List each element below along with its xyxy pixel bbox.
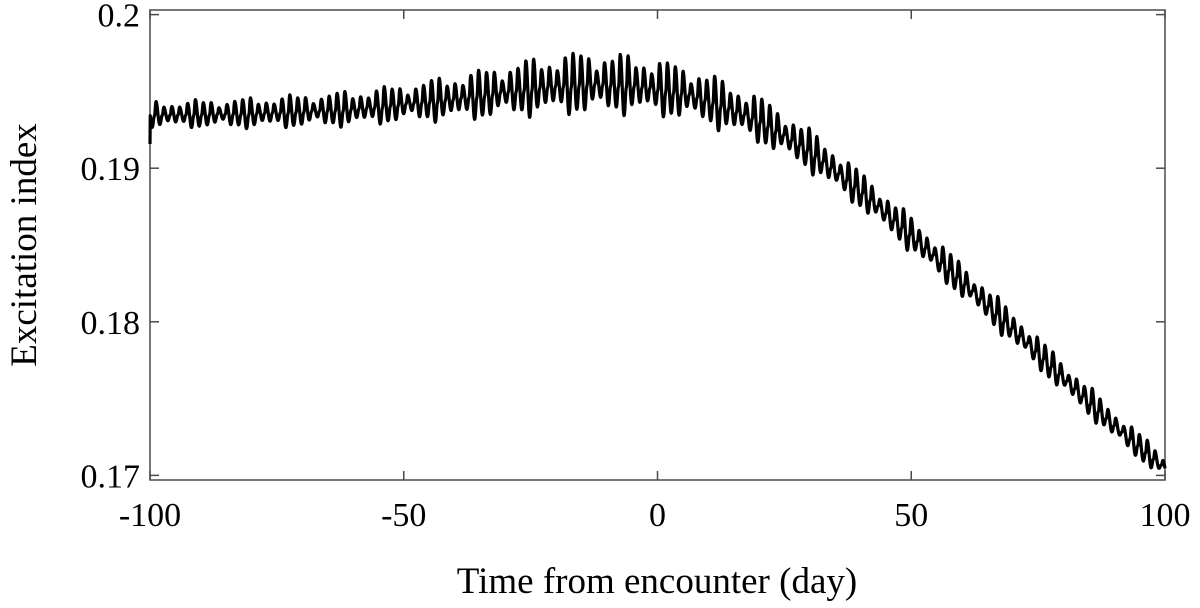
y-tick-label: 0.17	[81, 458, 141, 495]
x-tick-label: 50	[894, 497, 928, 534]
x-tick-label: -100	[119, 497, 181, 534]
y-tick-label: 0.18	[81, 305, 141, 342]
y-tick-label: 0.2	[98, 0, 141, 35]
x-tick-label: 100	[1140, 497, 1191, 534]
y-tick-label: 0.19	[81, 151, 141, 188]
axis-ticks	[149, 10, 1166, 480]
x-tick-label: -50	[381, 497, 426, 534]
x-axis-label: Time from encounter (day)	[457, 561, 857, 602]
y-axis-label: Excitation index	[4, 123, 45, 367]
y-tick-labels: 0.17 0.18 0.19 0.2	[81, 0, 141, 495]
x-tick-label: 0	[649, 497, 666, 534]
x-tick-labels: -100 -50 0 50 100	[119, 497, 1191, 534]
series-line	[148, 51, 1167, 470]
